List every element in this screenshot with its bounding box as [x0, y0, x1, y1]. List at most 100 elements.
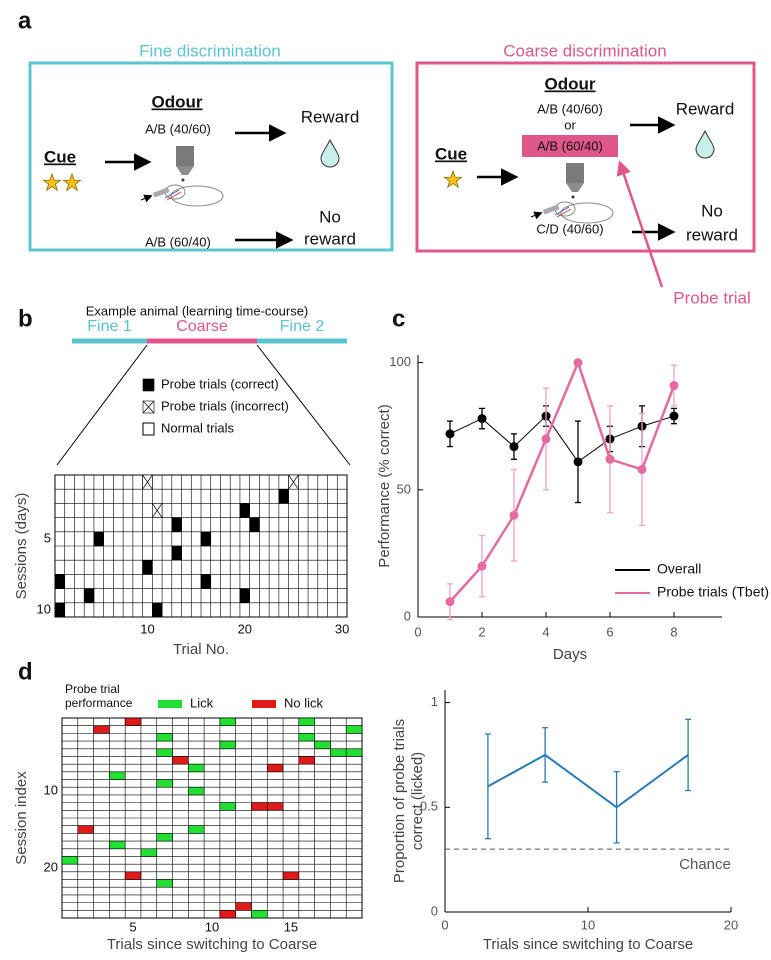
- cell-fill: [140, 848, 158, 857]
- cell-fill: [172, 756, 189, 765]
- cell-fill: [188, 763, 205, 773]
- cell-fill: [345, 725, 363, 734]
- cell: [278, 488, 289, 504]
- cell: [266, 763, 284, 773]
- phase-label: Fine 1: [87, 318, 132, 335]
- cell: [152, 602, 163, 618]
- x-axis-label: Trial No.: [173, 641, 229, 658]
- cell: [239, 503, 250, 518]
- legend-label: Lick: [190, 695, 214, 710]
- x-tick-label: 6: [606, 624, 613, 639]
- cell: [200, 531, 212, 547]
- point: [477, 561, 487, 571]
- cell-fill: [266, 763, 284, 773]
- legend-label: Probe trials (Tbet): [657, 584, 769, 600]
- cell-fill: [93, 725, 110, 734]
- odour-label: A/B (60/40): [145, 234, 211, 249]
- cell-fill: [298, 717, 315, 726]
- point: [541, 434, 551, 444]
- cell-fill: [156, 779, 173, 788]
- x-tick-label: 5: [129, 919, 136, 934]
- cell-fill: [109, 840, 126, 850]
- series-line: [449, 415, 675, 463]
- chart-title: Example animal (learning time-course): [86, 303, 309, 318]
- reference-label: Chance: [679, 856, 731, 873]
- outcome: reward: [304, 229, 356, 248]
- odour-label: A/B (40/60): [537, 101, 603, 116]
- cell: [235, 902, 252, 911]
- cell-fill: [188, 786, 205, 796]
- x-tick-label: 10: [140, 621, 154, 636]
- point: [445, 597, 455, 607]
- point: [509, 510, 519, 520]
- cell-fill: [124, 871, 142, 880]
- series-line: [449, 359, 676, 603]
- point: [445, 429, 455, 439]
- cue-heading: Cue: [44, 147, 76, 166]
- cell-fill: [251, 910, 268, 919]
- cell-fill: [251, 802, 268, 811]
- cell: [171, 517, 182, 533]
- y-axis-label: Sessions (days): [13, 493, 30, 600]
- cell-fill: [298, 756, 315, 765]
- cell: [298, 717, 315, 726]
- cell: [142, 559, 153, 575]
- legend-label: No lick: [284, 695, 324, 710]
- cell-fill: [200, 574, 212, 589]
- cell: [298, 733, 315, 742]
- cell: [156, 879, 173, 888]
- cell: [219, 740, 236, 750]
- x-tick-label: 10: [581, 917, 595, 932]
- cell: [188, 786, 205, 796]
- x-tick-label: 10: [205, 919, 219, 934]
- cell-fill: [239, 503, 250, 518]
- probe-box: [522, 135, 618, 157]
- cell-fill: [239, 588, 250, 604]
- cross: [142, 474, 153, 490]
- x-tick-label: 2: [478, 624, 485, 639]
- x-axis-label: Trials since switching to Coarse: [483, 936, 693, 953]
- box: [415, 61, 756, 253]
- cell: [156, 733, 173, 742]
- cell-fill: [188, 825, 205, 834]
- panel-label: a: [18, 7, 32, 34]
- coarse-diagram: Coarse discrimination Odour A/B (40/60) …: [415, 41, 756, 307]
- cell-fill: [266, 802, 284, 811]
- cell-fill: [298, 733, 315, 742]
- legend-label: Probe trials (correct): [161, 376, 279, 391]
- cell-fill: [171, 545, 182, 561]
- cell: [239, 588, 250, 604]
- cell: [282, 871, 300, 880]
- cell: [219, 802, 236, 811]
- cell-fill: [219, 740, 236, 750]
- cell: [251, 910, 268, 919]
- zoom-line: [256, 344, 351, 466]
- cell-fill: [200, 531, 212, 547]
- cell: [54, 574, 66, 589]
- cell-fill: [330, 748, 347, 757]
- point: [669, 381, 679, 391]
- outcome: reward: [686, 225, 738, 244]
- x-tick-label: 8: [670, 624, 677, 639]
- y-axis-label: correct (licked): [409, 752, 426, 850]
- cell: [156, 748, 173, 757]
- y-axis-label: Session index: [13, 771, 30, 865]
- outcome: Reward: [676, 99, 735, 118]
- y-tick-label: 50: [397, 481, 411, 496]
- outcome: No: [319, 207, 341, 226]
- outcome: No: [701, 201, 723, 220]
- cell: [109, 840, 126, 850]
- x-tick-label: 0: [441, 917, 448, 932]
- cell-fill: [142, 378, 155, 392]
- cell-fill: [83, 588, 95, 604]
- cell-fill: [156, 833, 173, 842]
- cell: [142, 474, 153, 490]
- cell-fill: [124, 717, 142, 726]
- cell: [288, 474, 299, 490]
- cell: [171, 545, 182, 561]
- y-axis-label: Performance (% correct): [376, 404, 393, 567]
- y-tick-label: 1: [431, 694, 438, 709]
- cell-fill: [93, 531, 104, 547]
- cell: [61, 856, 79, 865]
